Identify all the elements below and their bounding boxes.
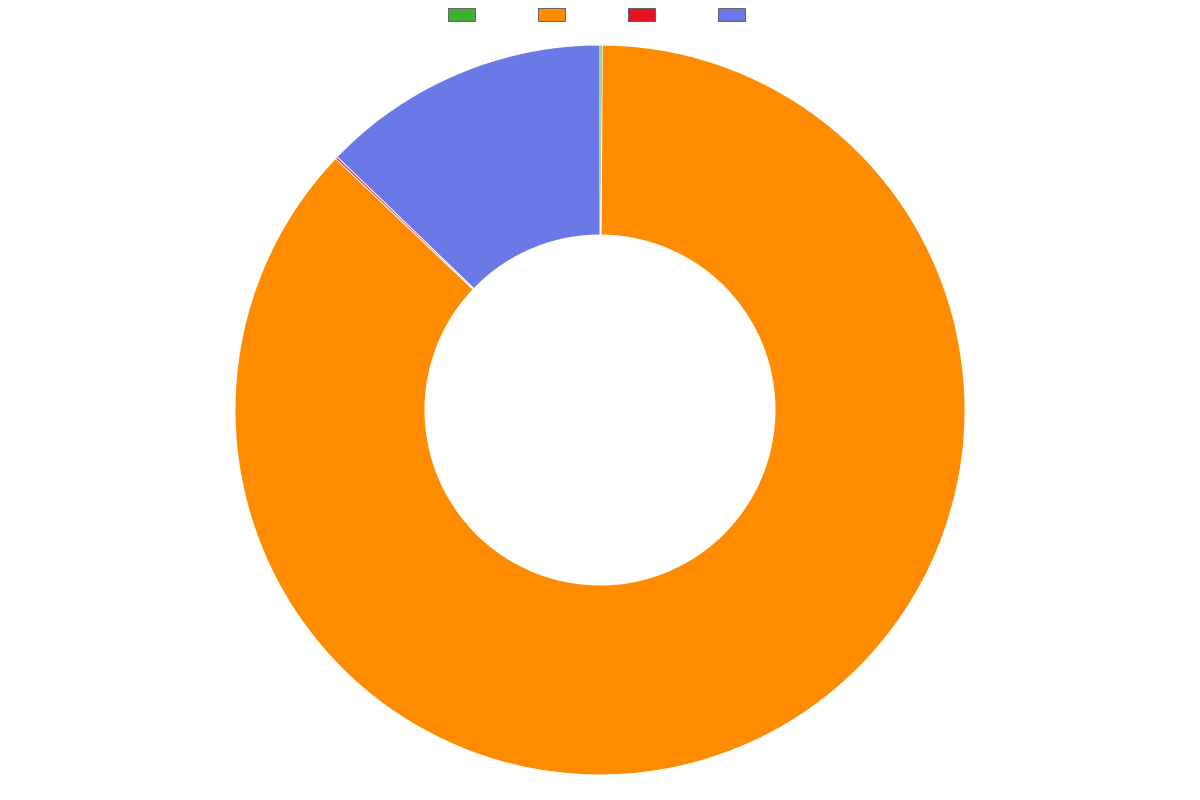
chart-container (0, 0, 1200, 800)
legend-item-2 (628, 8, 662, 22)
legend-swatch-2 (628, 8, 656, 22)
legend-item-0 (448, 8, 482, 22)
legend-item-3 (718, 8, 752, 22)
legend-swatch-1 (538, 8, 566, 22)
legend-item-1 (538, 8, 572, 22)
donut-svg (235, 45, 965, 775)
legend-swatch-3 (718, 8, 746, 22)
legend-swatch-0 (448, 8, 476, 22)
donut-chart (235, 45, 965, 775)
legend (0, 8, 1200, 22)
